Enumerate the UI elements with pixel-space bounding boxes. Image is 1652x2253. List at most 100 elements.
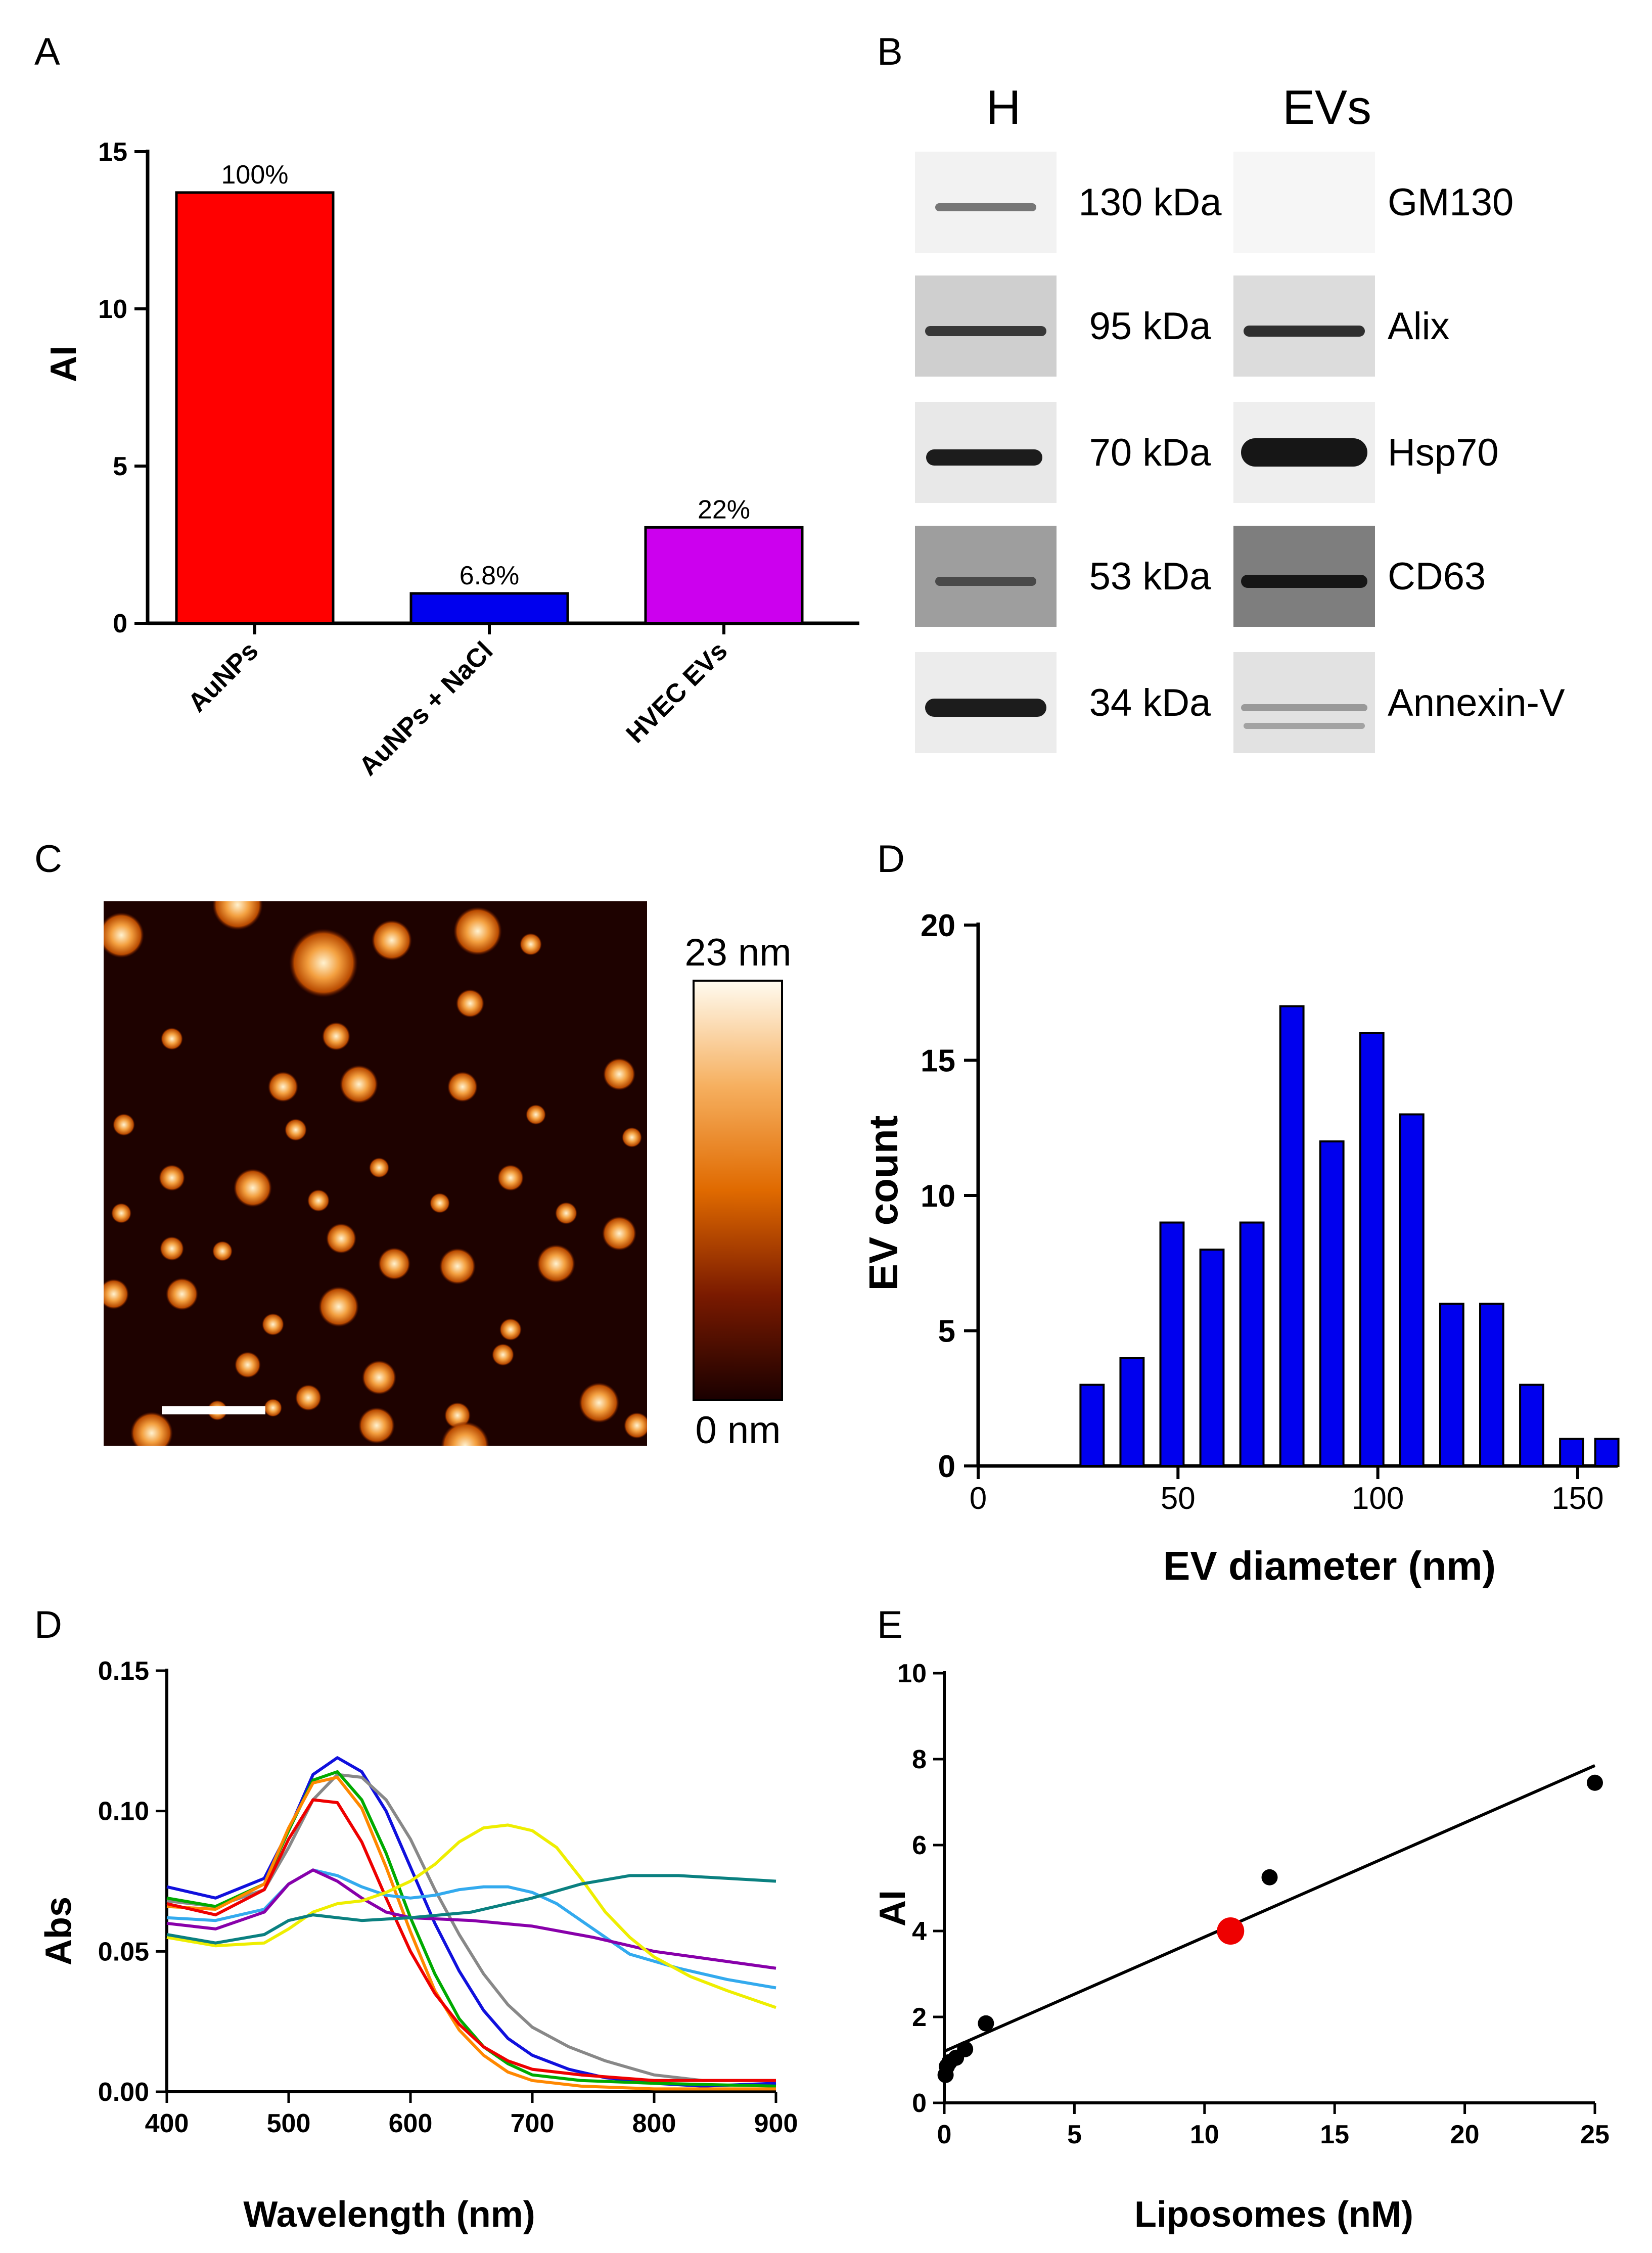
panel-a-bar-data-label: 22% [698,495,750,524]
panel-e-scatter: AI Liposomes (nM) 0 2 4 6 8 10 0 5 10 15 20 25 [873,1659,1610,2235]
panel-a-bar-data-label: 6.8% [460,561,520,590]
spectra-ytick-label: 0.10 [98,1797,149,1826]
afm-particle [447,1072,478,1102]
spectrum-line [166,1770,776,2088]
spectrum-line [166,1776,776,2091]
panel-letter-e: E [877,1603,903,1646]
spectra-xtick-label: 400 [145,2109,189,2138]
blot-h-band [935,577,1036,586]
afm-particle [285,1119,307,1141]
afm-particle [441,1421,489,1446]
scatter-xtick-label: 10 [1190,2120,1219,2149]
spectrum-line [166,1868,776,1970]
blot-protein-label: Hsp70 [1388,431,1499,474]
afm-particle [372,920,412,960]
afm-particle [159,1165,185,1191]
scatter-xlabel: Liposomes (nM) [1134,2194,1413,2235]
hist-bar [1559,1438,1585,1467]
scatter-point [1261,1869,1278,1886]
scatter-ytick-label: 0 [912,2089,927,2118]
scatter-ylabel: AI [873,1890,913,1926]
panel-a-category-label: AuNPs [182,636,264,718]
afm-particle [235,1352,261,1378]
scatter-highlight-point [1217,1917,1245,1945]
afm-particle [439,1248,476,1284]
spectrum-line [166,1823,776,2009]
hist-bar [1399,1113,1425,1467]
afm-particle [520,933,542,955]
blot-evs-lane-bg [1233,652,1375,753]
scatter-point [957,2041,974,2057]
hist-bar [1239,1221,1265,1467]
afm-particle [289,929,358,997]
hist-xtick-label: 50 [1161,1481,1196,1516]
scatter-ytick-label: 6 [912,1831,927,1860]
afm-particle [358,1407,395,1444]
blot-evs-lane-bg [1233,152,1375,253]
panel-a-bar [175,191,335,625]
afm-particle [492,1344,514,1366]
blot-protein-label: Annexin-V [1388,681,1565,724]
hist-bar [1119,1357,1145,1467]
hist-xtick-label: 100 [1352,1481,1404,1516]
panel-a-bar-data-label: 100% [221,160,289,190]
afm-particle [130,1412,173,1446]
spectra-xtick-label: 800 [632,2109,676,2138]
panel-a-ytick-label: 5 [113,452,127,481]
hist-bar [1279,1005,1305,1467]
scatter-xtick-label: 0 [937,2120,952,2149]
afm-particle [603,1058,635,1090]
panel-d-histogram: EV count EV diameter (nm) 0 5 10 15 20 0 50 100… [861,908,1620,1588]
panel-letter-a: A [34,30,60,73]
fit-line [943,1764,1596,2053]
afm-particle [111,1203,131,1223]
hist-bar [1199,1249,1225,1467]
blot-protein-label: CD63 [1388,555,1486,598]
afm-particle [537,1245,575,1283]
blot-evs-band [1244,326,1365,337]
hist-bar [1479,1303,1504,1467]
hist-ytick-label: 5 [938,1314,955,1349]
panel-letter-c: C [34,838,62,881]
afm-particle [264,1399,282,1417]
hist-bar [1439,1303,1464,1467]
afm-particle [526,1105,546,1125]
afm-particle [555,1202,577,1224]
afm-particle [456,989,484,1018]
afm-particle [340,1065,378,1103]
spectrum-line [166,1874,776,1945]
blot-h-band [925,326,1046,336]
blot-col-h: H [986,80,1021,134]
panel-a-ytick-label: 0 [113,609,127,638]
scatter-xtick-label: 15 [1320,2120,1349,2149]
hist-bar [1319,1140,1345,1467]
blot-h-lane-bg [915,526,1057,627]
hist-ytick-label: 15 [921,1044,955,1079]
scatter-ytick-label: 8 [912,1745,927,1774]
blot-protein-label: Alix [1388,305,1449,348]
afm-particle [322,1022,350,1050]
spectra-xtick-label: 500 [267,2109,311,2138]
panel-a-ytick-label: 10 [98,295,127,324]
afm-particle [369,1158,389,1178]
afm-particle [378,1248,410,1280]
blot-mw-label: 95 kDa [1089,305,1212,348]
afm-particle [268,1072,298,1102]
scatter-point [1587,1774,1603,1791]
blot-evs-band [1241,575,1367,588]
blot-col-evs: EVs [1282,80,1371,134]
afm-particle [453,907,502,955]
panel-a-bar [644,526,804,625]
afm-particle [362,1360,396,1395]
afm-particle [113,1114,135,1136]
panel-a-category-label: AuNPs + NaCl [353,636,498,781]
afm-particle [212,901,263,930]
panel-a-ylabel: AI [43,346,84,382]
hist-xtick-label: 0 [970,1481,987,1516]
colorbar-max-label: 23 nm [684,931,791,974]
afm-particle [318,1286,359,1327]
afm-particle [166,1278,198,1310]
spectra-ylabel: Abs [38,1897,79,1965]
afm-particle [262,1313,284,1336]
afm-particle [602,1216,636,1251]
